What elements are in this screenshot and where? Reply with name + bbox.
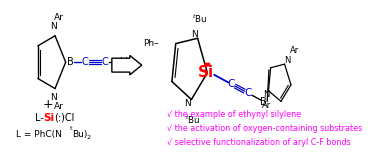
Text: Bu): Bu)	[73, 130, 88, 139]
Text: C: C	[81, 57, 88, 67]
Text: 2: 2	[86, 135, 90, 140]
Text: (:)Cl: (:)Cl	[54, 113, 75, 123]
Text: t: t	[70, 126, 73, 131]
Text: Ar: Ar	[54, 13, 64, 22]
Text: C: C	[245, 88, 252, 98]
Text: L = PhC(N: L = PhC(N	[16, 130, 62, 139]
Text: $^t$Bu: $^t$Bu	[186, 113, 201, 125]
Text: √ selective functionalization of aryl C-F bonds: √ selective functionalization of aryl C-…	[167, 138, 351, 147]
Text: N: N	[50, 22, 57, 31]
Text: Li: Li	[120, 57, 128, 67]
Text: √ the activation of oxygen-containing substrates: √ the activation of oxygen-containing su…	[167, 124, 363, 133]
Text: B: B	[67, 57, 73, 67]
Text: Si: Si	[198, 65, 214, 80]
Text: √ the example of ethynyl silylene: √ the example of ethynyl silylene	[167, 110, 302, 119]
Text: N: N	[50, 93, 57, 102]
Text: L-: L-	[34, 113, 43, 123]
Text: $^t$Bu: $^t$Bu	[192, 12, 207, 25]
Text: +: +	[42, 98, 53, 111]
Text: N: N	[284, 56, 290, 65]
Text: Si: Si	[43, 113, 54, 123]
Text: N: N	[263, 90, 269, 99]
Text: Ar: Ar	[262, 101, 271, 110]
Text: C: C	[228, 79, 235, 89]
Text: N: N	[191, 30, 198, 39]
Text: Ar: Ar	[290, 46, 299, 55]
Text: B: B	[260, 97, 267, 107]
Text: C: C	[102, 57, 108, 67]
Text: Ar: Ar	[54, 102, 64, 111]
Text: Ph–: Ph–	[143, 39, 159, 48]
Polygon shape	[112, 55, 142, 75]
Text: N: N	[184, 99, 191, 108]
